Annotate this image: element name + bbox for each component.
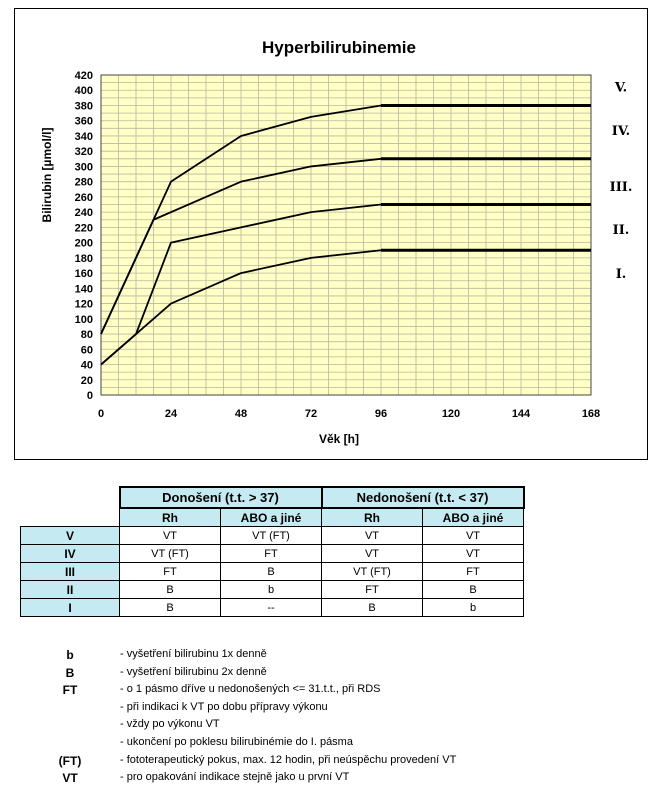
legend-text: - vždy po výkonu VT: [120, 718, 220, 731]
table-row: I B -- B b: [20, 598, 524, 617]
subheader-preterm-abo: ABO a jiné: [422, 507, 524, 527]
x-tick-label: 120: [442, 408, 460, 420]
y-tick-label: 340: [75, 131, 93, 143]
y-tick-label: 380: [75, 100, 93, 112]
table-cell: VT (FT): [220, 526, 322, 545]
x-tick-label: 168: [582, 408, 600, 420]
table-row: IV VT (FT) FT VT VT: [20, 544, 524, 563]
table-cell: B: [422, 580, 524, 599]
table-cell: VT (FT): [119, 544, 221, 563]
plot-border: [100, 74, 592, 396]
management-table: Donošení (t.t. > 37) Nedonošení (t.t. < …: [20, 486, 525, 617]
row-label: V: [20, 526, 120, 545]
subheader-preterm-rh: Rh: [321, 507, 423, 527]
legend-key: b: [66, 648, 74, 662]
legend-key: (FT): [58, 753, 82, 768]
legend-text: - fototerapeutický pokus, max. 12 hodin,…: [120, 753, 457, 766]
table-cell: VT: [422, 544, 524, 563]
y-tick-label: 140: [75, 283, 93, 295]
table-cell: b: [422, 598, 524, 617]
zone-label: III.: [610, 180, 633, 195]
table-row: III FT B VT (FT) FT: [20, 562, 524, 581]
y-tick-label: 60: [81, 344, 93, 356]
table-cell: VT (FT): [321, 562, 423, 581]
x-tick-label: 96: [375, 408, 387, 420]
legend-text: - ukončení po poklesu bilirubinémie do I…: [120, 735, 353, 748]
y-tick-label: 240: [75, 207, 93, 219]
legend-key: FT: [62, 683, 78, 698]
row-label: II: [20, 580, 120, 599]
table-corner: [21, 487, 120, 508]
table-cell: B: [220, 562, 322, 581]
table-cell: b: [220, 580, 322, 599]
zone-label: II.: [613, 223, 630, 238]
y-tick-label: 220: [75, 222, 93, 234]
table-row: V VT VT (FT) VT VT: [20, 526, 524, 545]
y-tick-label: 40: [81, 360, 93, 372]
y-tick-label: 0: [87, 390, 93, 402]
table-cell: B: [321, 598, 423, 617]
y-tick-label: 300: [75, 161, 93, 173]
table-cell: FT: [422, 562, 524, 581]
zone-label: V.: [614, 80, 627, 95]
zone-label: I.: [616, 267, 627, 282]
y-tick-label: 180: [75, 253, 93, 265]
y-tick-label: 280: [75, 177, 93, 189]
legend-text: - o 1 pásmo dříve u nedonošených <= 31.t…: [120, 683, 381, 696]
x-axis-title: Věk [h]: [319, 432, 359, 446]
bilirubin-chart: 0204060801001201401601802002202402602803…: [40, 38, 633, 446]
x-tick-label: 24: [165, 408, 178, 420]
legend-text: - pro opakování indikace stejně jako u p…: [120, 771, 350, 784]
table-cell: --: [220, 598, 322, 617]
y-tick-label: 80: [81, 329, 93, 341]
y-tick-label: 320: [75, 146, 93, 158]
chart-frame: 0 20 40 60 80 100 120 140 160 180 200 220 240 260 280 3…: [14, 8, 648, 460]
legend-text: - vyšetření bilirubinu 1x denně: [120, 648, 267, 660]
table-cell: B: [119, 580, 221, 599]
subheader-term-rh: Rh: [119, 507, 221, 527]
x-tick-label: 48: [235, 408, 247, 420]
table-subheader-row: Rh ABO a jiné Rh ABO a jiné: [21, 507, 524, 527]
row-label: III: [20, 562, 120, 581]
row-label: IV: [20, 544, 120, 563]
legend-text: - vyšetření bilirubinu 2x denně: [120, 665, 267, 678]
y-tick-label: 100: [75, 314, 93, 326]
y-tick-label: 200: [75, 238, 93, 250]
zone-label: IV.: [612, 124, 630, 139]
chart-title: Hyperbilirubinemie: [262, 38, 416, 57]
table-cell: B: [119, 598, 221, 617]
y-tick-label: 260: [75, 192, 93, 204]
y-axis-title: Bilirubin [µmol/l]: [40, 128, 54, 223]
group-header-preterm: Nedonošení (t.t. < 37): [320, 486, 525, 509]
table-row: II B b FT B: [20, 580, 524, 599]
subheader-term-abo: ABO a jiné: [220, 507, 322, 527]
table-group-header-row: Donošení (t.t. > 37) Nedonošení (t.t. < …: [21, 486, 525, 509]
x-tick-label: 72: [305, 408, 317, 420]
y-tick-label: 20: [81, 375, 93, 387]
table-cell: VT: [119, 526, 221, 545]
y-tick-label: 400: [75, 85, 93, 97]
x-tick-label: 0: [98, 408, 104, 420]
y-tick-label: 420: [75, 70, 93, 82]
table-cell: VT: [321, 526, 423, 545]
table-cell: FT: [220, 544, 322, 563]
row-label: I: [20, 598, 120, 617]
legend-text: - při indikaci k VT po dobu přípravy výk…: [120, 700, 328, 713]
y-tick-label: 160: [75, 268, 93, 280]
x-tick-label: 144: [512, 408, 531, 420]
table-cell: FT: [321, 580, 423, 599]
legend-key: B: [65, 665, 75, 680]
table-cell: VT: [321, 544, 423, 563]
y-tick-label: 360: [75, 116, 93, 128]
y-tick-label: 120: [75, 299, 93, 311]
table-cell: FT: [119, 562, 221, 581]
legend-key: VT: [62, 771, 78, 786]
group-header-term: Donošení (t.t. > 37): [118, 486, 323, 509]
table-corner-2: [21, 508, 120, 527]
table-cell: VT: [422, 526, 524, 545]
